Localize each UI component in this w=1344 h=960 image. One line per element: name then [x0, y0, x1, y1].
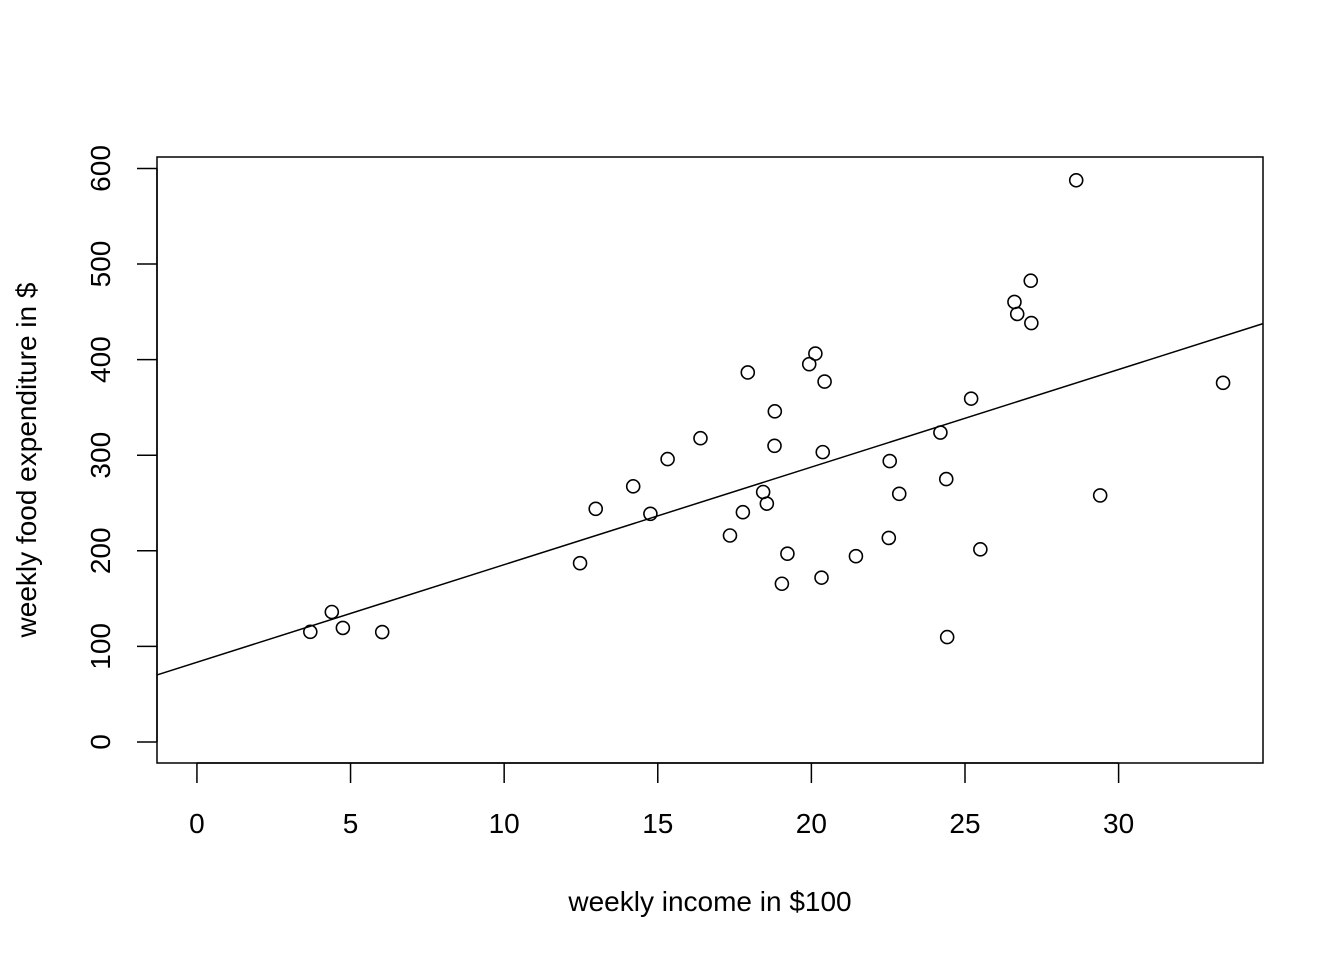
- data-point: [588, 501, 604, 517]
- data-point: [814, 570, 829, 585]
- y-tick-label: 100: [85, 623, 116, 670]
- y-tick-label: 500: [85, 241, 116, 288]
- x-tick-label: 5: [343, 808, 359, 839]
- y-tick-label: 400: [85, 336, 116, 383]
- data-point: [933, 425, 948, 440]
- data-point: [740, 365, 756, 380]
- data-point: [1009, 306, 1025, 322]
- y-tick-label: 200: [85, 527, 116, 574]
- data-point: [1092, 488, 1108, 503]
- data-point: [938, 471, 954, 487]
- data-point: [335, 620, 351, 636]
- data-point: [759, 496, 775, 511]
- x-axis: 0 5 10 15 20 25 30: [189, 762, 1134, 839]
- data-point: [780, 546, 795, 561]
- data-point: [801, 356, 817, 372]
- data-point: [963, 391, 979, 406]
- data-point: [693, 430, 708, 446]
- data-point: [722, 528, 738, 543]
- data-point: [625, 479, 641, 494]
- data-point: [324, 604, 340, 620]
- x-tick-label: 15: [642, 808, 673, 839]
- data-point: [643, 506, 658, 522]
- x-tick-label: 20: [796, 808, 827, 839]
- data-point: [815, 444, 831, 460]
- data-points: [303, 172, 1231, 645]
- data-point: [1215, 375, 1231, 391]
- x-tick-label: 0: [189, 808, 205, 839]
- data-point: [973, 542, 988, 557]
- regression-line: [156, 322, 1264, 676]
- data-point: [817, 374, 832, 389]
- regression-line-group: [156, 322, 1264, 676]
- plot-frame: [156, 156, 1264, 764]
- y-tick-label: 0: [85, 734, 116, 750]
- data-point: [848, 548, 864, 564]
- data-point: [1024, 315, 1039, 331]
- data-point: [1023, 273, 1039, 289]
- data-point: [660, 451, 675, 467]
- data-point: [767, 438, 782, 454]
- y-axis: 0 100 200 300 400 500 600: [85, 145, 158, 750]
- y-tick-label: 300: [85, 432, 116, 479]
- x-tick-label: 25: [949, 808, 980, 839]
- y-tick-label: 600: [85, 145, 116, 192]
- data-point: [1007, 294, 1022, 310]
- x-tick-label: 10: [489, 808, 520, 839]
- data-point: [774, 576, 790, 592]
- data-point: [1068, 172, 1084, 188]
- data-point: [303, 624, 318, 640]
- data-point: [572, 555, 588, 571]
- x-axis-label: weekly income in $100: [567, 886, 851, 917]
- data-point: [374, 624, 390, 640]
- data-point: [881, 530, 897, 546]
- y-axis-label: weekly food expenditure in $: [11, 282, 42, 638]
- data-point: [939, 629, 955, 645]
- data-point: [882, 453, 898, 469]
- data-point: [891, 486, 907, 502]
- data-point: [735, 504, 751, 520]
- data-point: [808, 346, 823, 361]
- data-point: [767, 404, 783, 419]
- x-tick-label: 30: [1103, 808, 1134, 839]
